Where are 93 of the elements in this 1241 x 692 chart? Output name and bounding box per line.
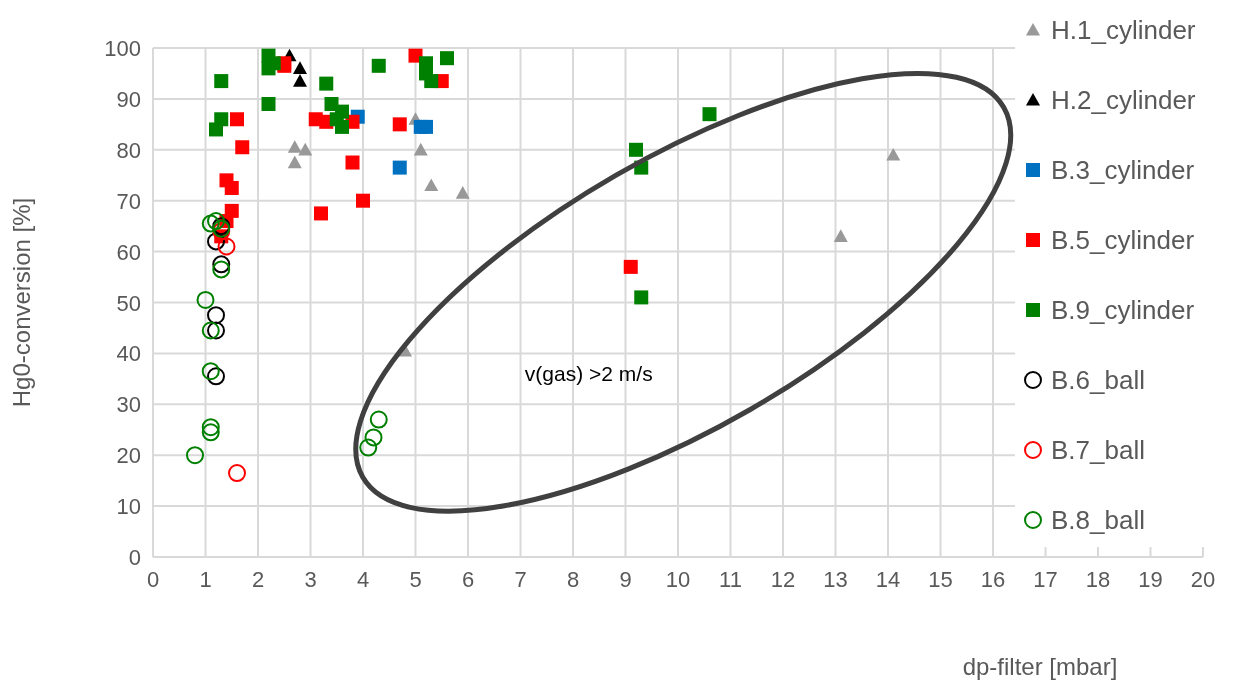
point [293,74,307,87]
x-tick-label: 5 [409,567,422,592]
x-tick-label: 15 [928,567,953,592]
point [201,362,220,381]
point [287,140,302,153]
point [886,147,901,161]
point [201,214,220,233]
x-tick-label: 12 [770,567,796,592]
y-tick-label: 70 [116,188,141,214]
point [371,58,386,73]
point [424,178,439,192]
point [359,438,378,457]
y-tick-label: 100 [104,36,141,61]
point [207,306,225,325]
point [207,232,225,251]
x-tick-label: 16 [980,567,1006,592]
point [314,206,328,221]
y-tick-label: 40 [116,341,141,367]
point [201,321,220,340]
point [230,112,244,127]
x-tick-label: 2 [251,567,265,592]
annotation: v(gas) >2 m/s [524,362,653,386]
y-tick-label: 0 [128,545,141,570]
point [235,140,250,155]
point [345,155,360,170]
point [623,259,638,274]
y-tick-label: 10 [116,494,141,520]
point [212,255,231,274]
x-tick-label: 9 [619,567,632,592]
x-tick-label: 11 [719,567,742,592]
x-tick-label: 3 [304,567,317,592]
x-tick-label: 19 [1138,567,1163,592]
x-tick-label: 4 [356,567,370,592]
point [217,237,236,256]
legend-label: B.6_ball [1051,365,1145,395]
point [833,229,848,242]
y-tick-label: 50 [116,290,141,316]
point [201,418,220,437]
x-tick-label: 13 [823,567,848,592]
point [261,96,276,111]
point [702,107,717,122]
legend-label: B.3_cylinder [1051,155,1195,185]
point [419,119,433,134]
x-tick-label: 7 [514,567,527,592]
x-tick-label: 1 [199,567,212,592]
point [319,76,334,91]
point [186,446,204,465]
y-tick-label: 90 [116,86,141,112]
point [440,51,454,66]
point [369,410,388,429]
x-tick-label: 20 [1190,567,1216,592]
x-tick-label: 14 [875,567,901,592]
point [455,186,470,199]
y-axis-title: Hg0-conversion [%] [8,197,35,408]
point [228,464,246,483]
legend-label: B.5_cylinder [1051,225,1195,255]
y-tick-label: 80 [116,137,141,163]
x-tick-label: 0 [146,567,160,592]
point [413,142,428,156]
point [196,290,215,309]
point [201,423,220,442]
point [392,160,407,175]
y-tick-label: 30 [116,392,141,418]
point [392,117,407,132]
x-tick-label: 10 [665,567,691,592]
point [207,321,225,340]
point [207,367,225,386]
point [287,155,302,169]
point [629,142,643,157]
x-tick-label: 8 [566,567,580,592]
point [424,74,439,89]
x-tick-label: 18 [1085,567,1111,592]
legend-label: B.9_cylinder [1051,295,1195,325]
point [293,61,307,74]
legend-label: B.7_ball [1051,435,1145,465]
y-tick-label: 60 [116,239,141,265]
x-tick-label: 6 [461,567,475,592]
point [335,119,349,134]
point [207,212,225,231]
point [634,290,649,305]
x-tick-label: 17 [1033,567,1058,592]
x-axis-title: dp-filter [mbar] [962,653,1118,680]
point [214,74,229,89]
legend-label: H.2_cylinder [1051,85,1196,115]
point [209,122,223,137]
point [224,180,239,195]
point [212,260,231,279]
point [298,142,313,156]
point [356,193,370,208]
point [364,428,383,447]
legend-label: H.1_cylinder [1051,15,1196,45]
y-tick-label: 20 [116,443,141,469]
legend-label: B.8_ball [1051,505,1145,535]
